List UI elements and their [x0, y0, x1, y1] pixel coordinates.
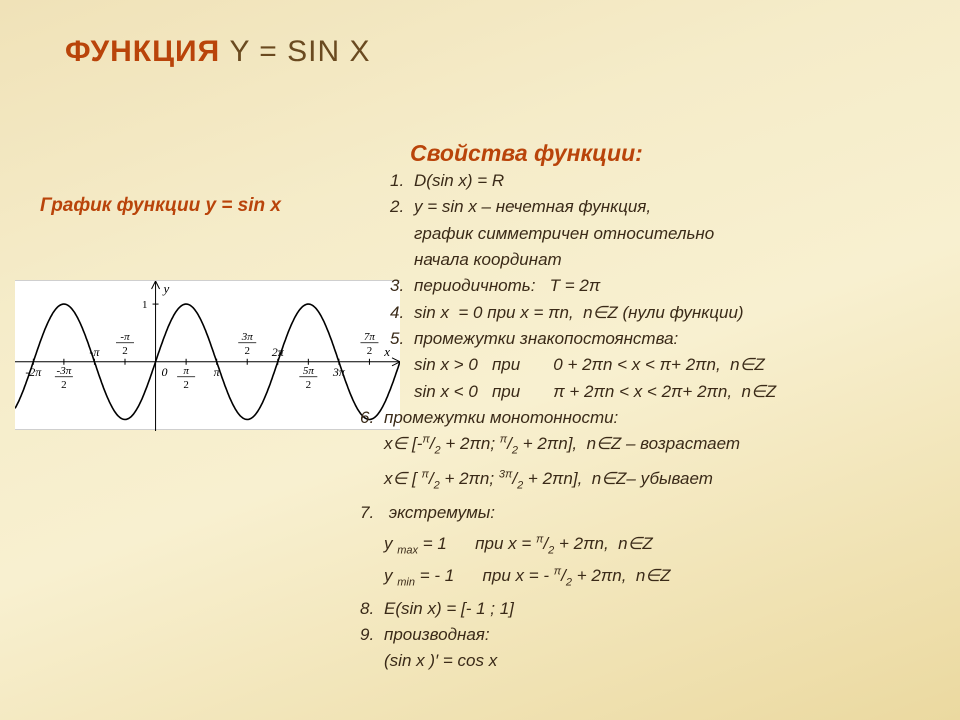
svg-text:-π: -π: [89, 345, 100, 359]
prop-6a: 6.промежутки монотонности:: [360, 405, 940, 431]
prop-2a: 2.y = sin x – нечетная функция,: [390, 194, 940, 220]
slide-title: ФУНКЦИЯ Y = SIN X: [65, 35, 371, 69]
prop-7-min: y min = - 1 при x = - π/2 + 2πn, n∈Z: [360, 563, 940, 591]
svg-text:-2π: -2π: [25, 365, 42, 379]
prop-6-inc: x∈ [-π/2 + 2πn; π/2 + 2πn], n∈Z – возрас…: [360, 431, 940, 459]
properties-heading: Свойства функции:: [410, 140, 643, 167]
prop-5b: sin x > 0 при 0 + 2πn < x < π+ 2πn, n∈Z: [390, 352, 940, 378]
title-rest: Y = SIN X: [220, 35, 370, 68]
svg-text:1: 1: [142, 299, 148, 311]
properties-list: 1.D(sin x) = R 2.y = sin x – нечетная фу…: [390, 168, 940, 675]
prop-1: 1.D(sin x) = R: [390, 168, 940, 194]
prop-7a: 7. экстремумы:: [360, 500, 940, 526]
prop-4: 4.sin x = 0 при x = πn, n∈Z (нули функци…: [390, 300, 940, 326]
prop-9b: (sin x )′ = cos x: [360, 648, 940, 674]
svg-text:2π: 2π: [272, 345, 285, 359]
svg-text:-π: -π: [120, 331, 130, 343]
svg-text:2: 2: [306, 379, 312, 391]
svg-text:7π: 7π: [364, 331, 376, 343]
graph-heading: График функции y = sin x: [40, 195, 281, 217]
svg-text:2: 2: [122, 345, 128, 357]
prop-5a: 5.промежутки знакопостоянства:: [390, 326, 940, 352]
sine-graph: -2π-3π2-π-π20π2π3π22π5π23π7π21yx: [15, 280, 400, 430]
prop-2b: график симметричен относительно: [390, 221, 940, 247]
svg-text:y: y: [162, 281, 170, 296]
prop-5c: sin x < 0 при π + 2πn < x < 2π+ 2πn, n∈Z: [390, 379, 940, 405]
title-accent: ФУНКЦИЯ: [65, 35, 220, 68]
prop-7-max: y max = 1 при x = π/2 + 2πn, n∈Z: [360, 531, 940, 559]
prop-3: 3.периодичноть: T = 2π: [390, 273, 940, 299]
svg-text:5π: 5π: [303, 365, 315, 377]
svg-text:2: 2: [61, 379, 66, 391]
sine-svg: -2π-3π2-π-π20π2π3π22π5π23π7π21yx: [15, 281, 400, 431]
prop-2c: начала координат: [390, 247, 940, 273]
svg-text:π: π: [214, 365, 221, 379]
svg-text:2: 2: [183, 379, 189, 391]
svg-text:2: 2: [367, 345, 373, 357]
prop-6-dec: x∈ [ π/2 + 2πn; 3π/2 + 2πn], n∈Z– убывае…: [360, 466, 940, 494]
svg-text:0: 0: [162, 365, 168, 379]
svg-text:3π: 3π: [241, 331, 254, 343]
svg-text:π: π: [183, 365, 189, 377]
svg-text:-3π: -3π: [57, 365, 72, 377]
svg-text:2: 2: [244, 345, 250, 357]
prop-9a: 9.производная:: [360, 622, 940, 648]
prop-8: 8.E(sin x) = [- 1 ; 1]: [360, 596, 940, 622]
svg-text:3π: 3π: [332, 365, 346, 379]
